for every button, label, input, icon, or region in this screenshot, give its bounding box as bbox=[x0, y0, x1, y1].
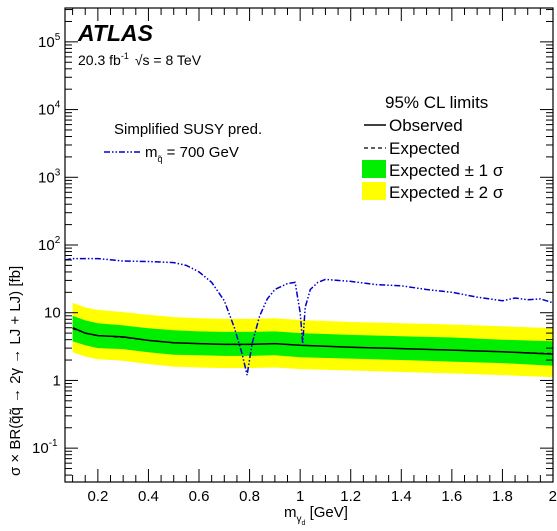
plot-area bbox=[65, 8, 553, 482]
x-tick-label: 2 bbox=[549, 488, 557, 505]
x-tick-label: 1.2 bbox=[340, 488, 361, 505]
x-tick-label: 1 bbox=[296, 488, 304, 505]
observed-legend-label: Observed bbox=[389, 116, 463, 135]
y-tick-label: 10-1 bbox=[32, 438, 58, 457]
x-axis-label: mγd [GeV] bbox=[284, 504, 348, 527]
y-tick-label: 102 bbox=[38, 235, 61, 254]
x-axis-ticks: 0.2 0.4 0.6 0.8 1 1.2 1.4 1.6 1.8 2 bbox=[72, 8, 557, 505]
limits-legend-title: 95% CL limits bbox=[385, 93, 488, 112]
y-tick-label: 105 bbox=[38, 32, 61, 51]
band1-legend-label: Expected ± 1 σ bbox=[389, 161, 504, 180]
expected-1sigma-band bbox=[72, 315, 553, 366]
y-tick-label: 10 bbox=[44, 305, 61, 322]
x-tick-label: 1.8 bbox=[492, 488, 513, 505]
band2-legend-label: Expected ± 2 σ bbox=[389, 183, 504, 202]
y-tick-label: 103 bbox=[38, 167, 61, 186]
x-tick-label: 1.6 bbox=[441, 488, 462, 505]
theory-prediction-line bbox=[65, 257, 553, 376]
band1-legend-swatch bbox=[362, 160, 386, 178]
y-tick-label: 104 bbox=[38, 100, 61, 119]
x-tick-label: 0.6 bbox=[189, 488, 210, 505]
theory-legend-title: Simplified SUSY pred. bbox=[114, 121, 262, 138]
x-tick-label: 1.4 bbox=[391, 488, 412, 505]
y-tick-label: 1 bbox=[53, 372, 61, 389]
expected-legend-label: Expected bbox=[389, 139, 460, 158]
y-axis-ticks: 10-1 1 10 102 103 104 105 bbox=[32, 9, 553, 476]
band2-legend-swatch bbox=[362, 182, 386, 200]
experiment-label: ATLAS bbox=[77, 20, 154, 46]
x-tick-label: 0.2 bbox=[87, 488, 108, 505]
observed-limit-line bbox=[72, 327, 553, 355]
x-tick-label: 0.8 bbox=[239, 488, 260, 505]
theory-legend-label: mq̃ = 700 GeV bbox=[145, 144, 239, 164]
x-tick-label: 0.4 bbox=[138, 488, 159, 505]
luminosity-label: 20.3 fb-1 √s = 8 TeV bbox=[78, 51, 202, 68]
y-axis-label: σ × BR(q̃q̃ → 2γ → LJ + LJ) [fb] bbox=[7, 266, 24, 476]
